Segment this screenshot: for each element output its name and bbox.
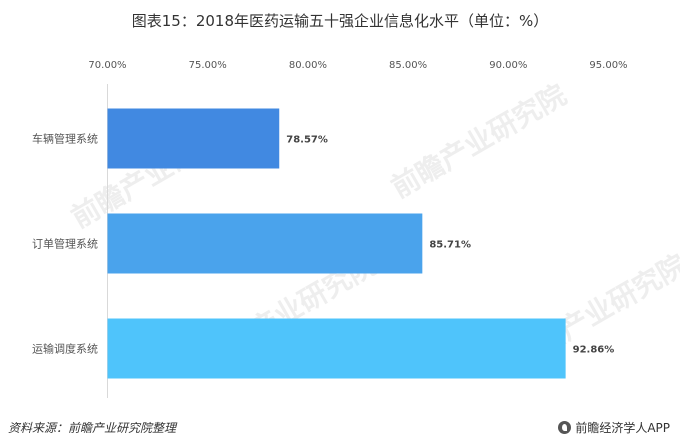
bar [107, 213, 423, 274]
source-note: 资料来源：前瞻产业研究院整理 [8, 421, 177, 435]
value-label: 92.86% [573, 345, 615, 356]
bars [107, 108, 566, 379]
x-tick-label: 80.00% [289, 60, 327, 71]
x-tick-label: 75.00% [189, 60, 227, 71]
category-label: 订单管理系统 [32, 237, 98, 251]
value-label: 78.57% [286, 135, 328, 146]
x-tick-label: 95.00% [589, 60, 627, 71]
bar [107, 108, 280, 169]
x-tick-label: 90.00% [489, 60, 527, 71]
brand: 前瞻经济学人APP [558, 419, 670, 436]
bar [107, 318, 566, 379]
value-labels: 78.57% 85.71% 92.86% [286, 135, 614, 356]
chart-title: 图表15：2018年医药运输五十强企业信息化水平（单位：%） [131, 12, 549, 30]
x-axis-ticks: 70.00% 75.00% 80.00% 85.00% 90.00% 95.00% [88, 60, 627, 71]
brand-label: 前瞻经济学人APP [575, 421, 670, 435]
qianzhan-logo-icon [558, 421, 572, 434]
x-tick-label: 85.00% [389, 60, 427, 71]
category-label: 运输调度系统 [32, 342, 98, 356]
category-label: 车辆管理系统 [32, 132, 98, 146]
x-tick-label: 70.00% [88, 60, 126, 71]
value-label: 85.71% [429, 240, 471, 251]
